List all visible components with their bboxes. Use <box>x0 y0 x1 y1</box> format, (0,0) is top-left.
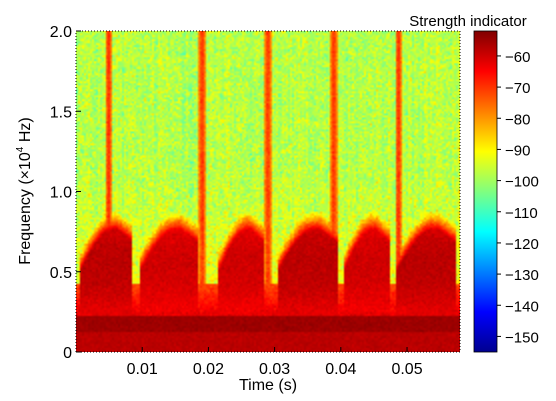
colorbar-tick-label: −70 <box>505 80 530 97</box>
colorbar-ticks: −60 −70 −80 −90 −100 −110 −120 −130 −140 −150 <box>497 49 539 346</box>
x-tick-label: 0.02 <box>193 361 224 378</box>
y-axis-ticks: 0 0.5 1.0 1.5 2.0 <box>50 24 81 362</box>
colorbar-tick-label: −120 <box>505 236 539 253</box>
colorbar <box>473 30 498 353</box>
y-tick-label: 2.0 <box>50 24 72 41</box>
colorbar-tick-label: −60 <box>505 49 530 66</box>
colorbar-tick-label: −110 <box>505 205 538 222</box>
x-axis-label: Time (s) <box>239 377 297 394</box>
colorbar-tick-label: −80 <box>505 111 530 128</box>
y-tick-label: 1.5 <box>50 104 72 121</box>
colorbar-tick-label: −140 <box>505 298 539 315</box>
x-axis-ticks: 0.01 0.02 0.03 0.04 0.05 <box>127 347 423 378</box>
colorbar-tick-label: −130 <box>505 267 539 284</box>
y-tick-label: 1.0 <box>50 185 72 202</box>
x-tick-label: 0.04 <box>325 361 356 378</box>
x-tick-label: 0.01 <box>127 361 158 378</box>
y-axis-label: Frequency (×104 Hz) <box>15 117 34 264</box>
plot-frame <box>75 30 461 353</box>
colorbar-tick-label: −90 <box>505 142 530 159</box>
colorbar-tick-label: −150 <box>505 329 539 346</box>
x-tick-label: 0.03 <box>259 361 290 378</box>
heatmap-image <box>76 31 460 352</box>
colorbar-tick-label: −100 <box>505 174 539 191</box>
y-tick-label: 0 <box>63 345 72 362</box>
colorbar-title: Strength indicator <box>409 13 527 30</box>
y-tick-label: 0.5 <box>50 265 72 282</box>
x-tick-label: 0.05 <box>391 361 422 378</box>
